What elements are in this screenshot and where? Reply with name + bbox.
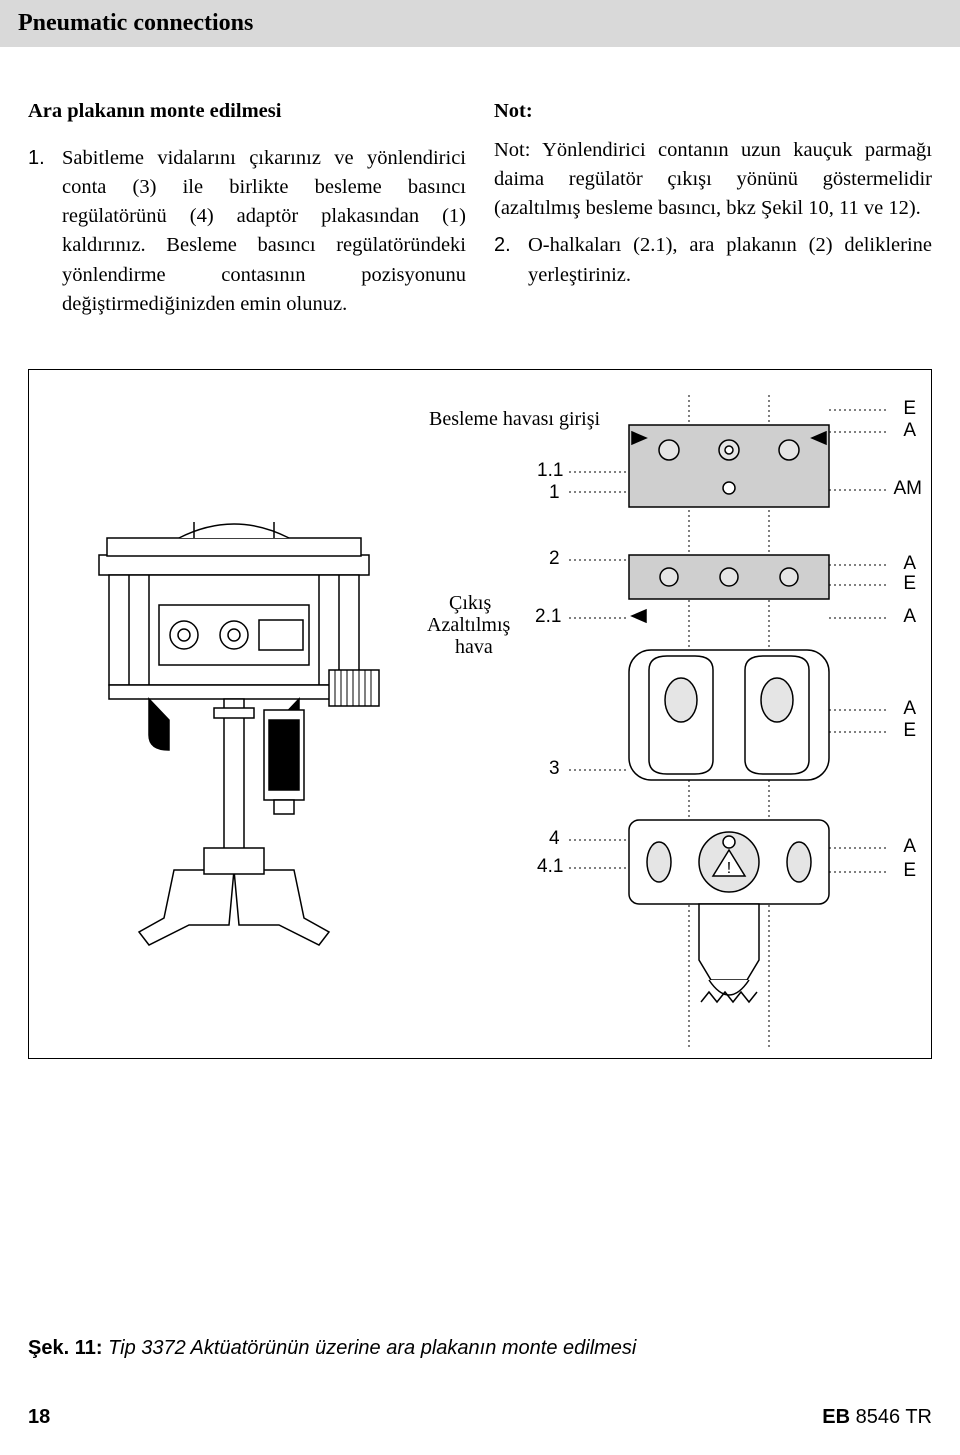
section-header: Pneumatic connections [0,0,960,47]
label-2: 2 [549,548,560,570]
label-A-4: A [903,698,916,720]
caption-prefix: Şek. 11: [28,1337,103,1359]
step-2: 2. O-halkaları (2.1), ara plakanın (2) d… [494,231,932,289]
svg-text:!: ! [727,860,731,877]
note-text: Not: Yönlendirici contanın uzun kauçuk p… [494,136,932,223]
label-4: 4 [549,828,560,850]
right-column: Not: Not: Yönlendirici contanın uzun kau… [494,97,932,325]
step-1-text: Sabitleme vidalarını çıkarınız ve yönlen… [62,144,466,319]
document-id: EB 8546 TR [822,1406,932,1429]
doc-eb: EB [822,1406,850,1428]
left-column: Ara plakanın monte edilmesi 1. Sabitleme… [28,97,466,325]
label-E-2: E [903,573,916,595]
step-1: 1. Sabitleme vidalarını çıkarınız ve yön… [28,144,466,319]
label-output-1: Çıkış [449,592,491,615]
label-1: 1 [549,482,560,504]
label-A-2: A [903,553,916,575]
label-supply: Besleme havası girişi [429,408,600,431]
left-title: Ara plakanın monte edilmesi [28,97,466,126]
body-content: Ara plakanın monte edilmesi 1. Sabitleme… [0,47,960,325]
caption-text: Tip 3372 Aktüatörünün üzerine ara plakan… [108,1337,636,1359]
step-1-number: 1. [28,144,62,319]
label-output-2: Azaltılmış [427,614,510,637]
two-column-layout: Ara plakanın monte edilmesi 1. Sabitleme… [28,97,932,325]
label-2-1: 2.1 [535,606,561,628]
step-2-text: O-halkaları (2.1), ara plakanın (2) deli… [528,231,932,289]
label-E-4: E [903,860,916,882]
page-footer: 18 EB 8546 TR [28,1406,932,1429]
step-2-number: 2. [494,231,528,289]
figure-caption: Şek. 11: Tip 3372 Aktüatörünün üzerine a… [28,1337,636,1360]
label-A-1: A [903,420,916,442]
label-3: 3 [549,758,560,780]
label-A-3: A [903,606,916,628]
label-A-5: A [903,836,916,858]
label-AM: AM [894,478,923,500]
doc-rest: 8546 TR [850,1406,932,1428]
figure-svg: ! [29,370,931,1058]
label-E-1: E [903,398,916,420]
note-heading: Not: [494,97,932,126]
figure-11: ! Besleme havası girişi E A AM 1.1 1 2 A… [28,369,932,1059]
label-1-1: 1.1 [537,460,563,482]
label-4-1: 4.1 [537,856,563,878]
label-output-3: hava [455,636,493,659]
section-title: Pneumatic connections [18,10,253,36]
page-number: 18 [28,1406,50,1429]
label-E-3: E [903,720,916,742]
